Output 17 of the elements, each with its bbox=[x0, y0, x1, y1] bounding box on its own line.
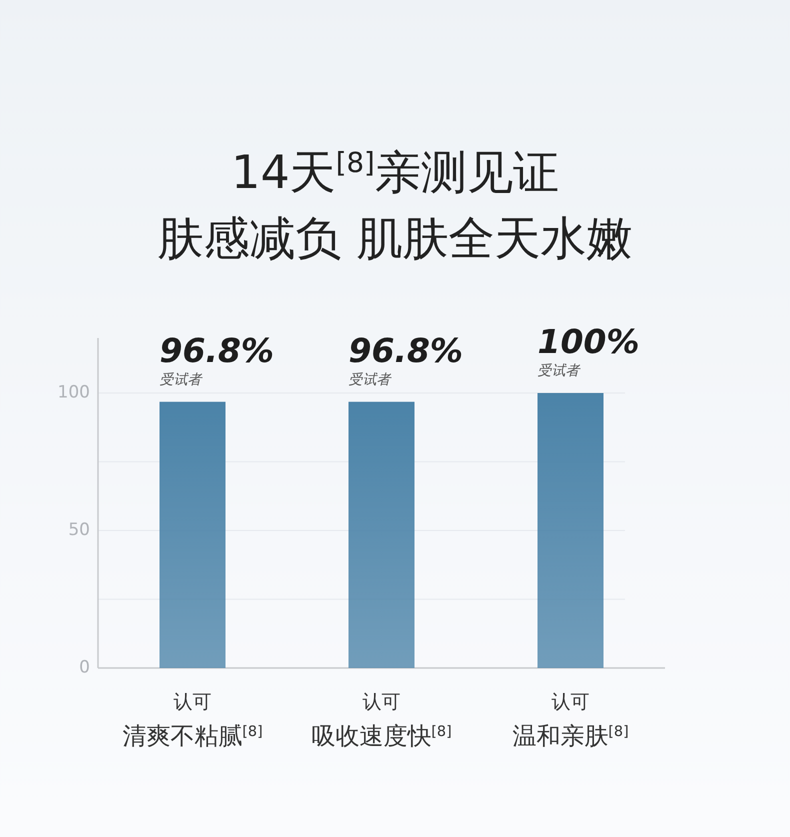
data-label: 100% bbox=[538, 322, 640, 361]
x-tick-label: 吸收速度快$^{[8]}$ bbox=[311, 722, 452, 750]
data-label: 96.8% bbox=[160, 330, 274, 370]
chart-subtitle: 肤感减负 肌肤全天水嫩 bbox=[158, 211, 632, 265]
annotation: 受试者 bbox=[538, 363, 582, 379]
x-tick-label: 清爽不粘腻$^{[8]}$ bbox=[122, 722, 263, 750]
data-label: 96.8% bbox=[348, 330, 463, 370]
annotation: 受试者 bbox=[348, 372, 392, 388]
chart-title: 14天$^{[8]}$亲测见证 bbox=[231, 145, 559, 199]
text: 认可 bbox=[174, 691, 212, 713]
text: 认可 bbox=[552, 691, 590, 713]
y-tick-label: 50 bbox=[68, 520, 90, 540]
y-tick-label: 0 bbox=[79, 658, 90, 678]
text: 认可 bbox=[362, 691, 400, 713]
annotation: 受试者 bbox=[160, 372, 204, 388]
x-tick-label: 温和亲肤$^{[8]}$ bbox=[512, 722, 629, 750]
y-tick-label: 100 bbox=[58, 382, 90, 403]
